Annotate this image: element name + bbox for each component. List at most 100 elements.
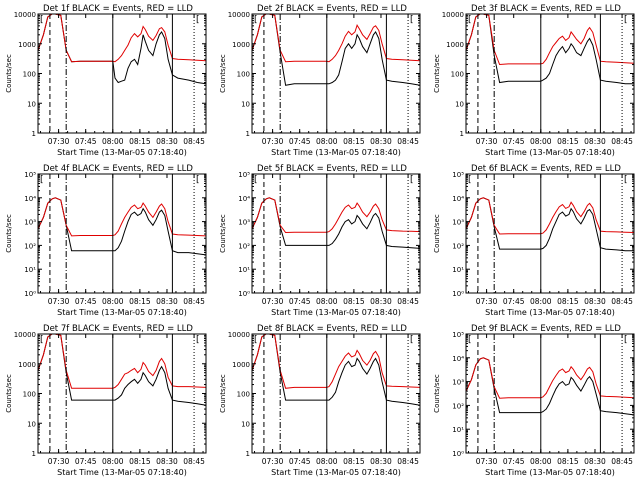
y-tick-label: 10⁰ xyxy=(238,290,250,298)
series-events-line xyxy=(38,14,206,85)
y-tick-label: 10³ xyxy=(452,379,464,387)
y-tick-label: 10⁵ xyxy=(452,331,464,339)
x-tick-label: 08:00 xyxy=(316,297,338,306)
y-tick-label: 10⁵ xyxy=(24,171,36,179)
panel-title: Det 8f BLACK = Events, RED = LLD xyxy=(257,324,407,334)
y-tick-label: 100 xyxy=(237,71,250,79)
x-tick-label: 08:00 xyxy=(530,457,552,466)
x-tick-label: 07:45 xyxy=(503,137,525,146)
y-tick-label: 10¹ xyxy=(238,266,250,274)
y-tick-label: 10000 xyxy=(14,331,36,339)
x-axis-label: Start Time (13-Mar-05 07:18:40) xyxy=(271,148,401,157)
legend-box-glyph: [ xyxy=(254,335,258,345)
series-lld-line xyxy=(466,14,634,66)
y-tick-label: 10 xyxy=(27,420,36,428)
x-tick-label: 07:45 xyxy=(289,457,311,466)
x-tick-label: 07:45 xyxy=(75,137,97,146)
series-lld-line xyxy=(252,14,420,63)
panel-title: Det 1f BLACK = Events, RED = LLD xyxy=(43,4,193,14)
y-tick-label: 10000 xyxy=(14,11,36,19)
x-tick-label: 07:45 xyxy=(289,137,311,146)
detector-panel-1: Det 1f BLACK = Events, RED = LLD Counts/s… xyxy=(5,4,207,157)
detector-panel-5: Det 5f BLACK = Events, RED = LLD Counts/s… xyxy=(219,164,421,317)
y-tick-label: 10000 xyxy=(442,11,464,19)
y-tick-label: 10² xyxy=(238,242,250,250)
x-tick-label: 08:30 xyxy=(584,457,606,466)
y-tick-label: 10 xyxy=(241,420,250,428)
x-axis-label: Start Time (13-Mar-05 07:18:40) xyxy=(485,468,615,477)
x-tick-label: 07:30 xyxy=(48,457,70,466)
x-tick-label: 08:45 xyxy=(183,137,205,146)
series-lld-line xyxy=(38,14,206,63)
y-tick-label: 100 xyxy=(23,391,36,399)
detector-panel-8: Det 8f BLACK = Events, RED = LLD Counts/s… xyxy=(219,324,421,477)
x-tick-label: 08:15 xyxy=(343,137,365,146)
x-tick-label: 08:00 xyxy=(316,137,338,146)
x-tick-label: 08:15 xyxy=(557,457,579,466)
y-tick-label: 10² xyxy=(452,242,464,250)
y-tick-label: 10 xyxy=(455,100,464,108)
legend-box-glyph: [ xyxy=(468,335,472,345)
y-tick-label: 10¹ xyxy=(452,266,464,274)
y-tick-label: 10⁴ xyxy=(24,195,36,203)
y-tick-label: 10⁴ xyxy=(452,355,464,363)
y-tick-label: 10⁴ xyxy=(238,195,250,203)
x-tick-label: 08:45 xyxy=(183,297,205,306)
x-tick-label: 08:30 xyxy=(156,457,178,466)
x-tick-label: 08:00 xyxy=(102,297,124,306)
y-tick-label: 1 xyxy=(32,130,36,138)
y-tick-label: 1 xyxy=(32,450,36,458)
x-tick-label: 07:30 xyxy=(476,457,498,466)
y-tick-label: 10⁵ xyxy=(452,171,464,179)
legend-box-glyph: [ xyxy=(410,335,414,345)
x-tick-label: 08:15 xyxy=(557,297,579,306)
series-events-line xyxy=(466,14,634,85)
y-tick-label: 1000 xyxy=(18,361,36,369)
panel-title: Det 9f BLACK = Events, RED = LLD xyxy=(471,324,621,334)
y-tick-label: 1000 xyxy=(232,41,250,49)
panel-title: Det 2f BLACK = Events, RED = LLD xyxy=(257,4,407,14)
legend-box-glyph: [ xyxy=(196,15,200,25)
y-tick-label: 10000 xyxy=(228,331,250,339)
x-tick-label: 08:30 xyxy=(370,457,392,466)
x-tick-label: 08:00 xyxy=(316,457,338,466)
x-tick-label: 08:15 xyxy=(129,137,151,146)
y-axis-label: Counts/sec xyxy=(219,214,227,253)
y-tick-label: 100 xyxy=(23,71,36,79)
series-events-line xyxy=(38,197,206,256)
legend-box-glyph: [ xyxy=(410,175,414,185)
legend-box-glyph: [ xyxy=(254,15,258,25)
legend-box-glyph: [ xyxy=(40,335,44,345)
x-tick-label: 07:30 xyxy=(476,297,498,306)
x-tick-label: 07:30 xyxy=(262,137,284,146)
y-tick-label: 1000 xyxy=(232,361,250,369)
x-tick-label: 07:30 xyxy=(48,137,70,146)
x-tick-label: 08:30 xyxy=(584,137,606,146)
x-tick-label: 08:45 xyxy=(397,137,419,146)
series-events-line xyxy=(252,14,420,86)
legend-box-glyph: [ xyxy=(40,175,44,185)
x-tick-label: 08:30 xyxy=(156,137,178,146)
y-axis-label: Counts/sec xyxy=(433,214,441,253)
y-tick-label: 10³ xyxy=(24,219,36,227)
detector-panel-2: Det 2f BLACK = Events, RED = LLD Counts/s… xyxy=(219,4,421,157)
x-tick-label: 07:30 xyxy=(262,457,284,466)
y-tick-label: 1 xyxy=(460,130,464,138)
detector-panel-6: Det 6f BLACK = Events, RED = LLD Counts/s… xyxy=(433,164,635,317)
panel-title: Det 7f BLACK = Events, RED = LLD xyxy=(43,324,193,334)
x-axis-label: Start Time (13-Mar-05 07:18:40) xyxy=(271,308,401,317)
legend-box-glyph: [ xyxy=(410,15,414,25)
axes-frame xyxy=(465,333,635,454)
x-tick-label: 07:30 xyxy=(262,297,284,306)
series-lld-line xyxy=(252,197,420,234)
x-tick-label: 08:45 xyxy=(611,137,633,146)
series-events-line xyxy=(466,197,634,252)
legend-box-glyph: [ xyxy=(624,335,628,345)
x-tick-label: 08:15 xyxy=(129,297,151,306)
axes-frame xyxy=(251,173,421,294)
x-tick-label: 08:00 xyxy=(102,457,124,466)
legend-box-glyph: [ xyxy=(624,15,628,25)
x-tick-label: 08:30 xyxy=(370,137,392,146)
x-tick-label: 08:45 xyxy=(397,297,419,306)
x-tick-label: 08:15 xyxy=(343,297,365,306)
